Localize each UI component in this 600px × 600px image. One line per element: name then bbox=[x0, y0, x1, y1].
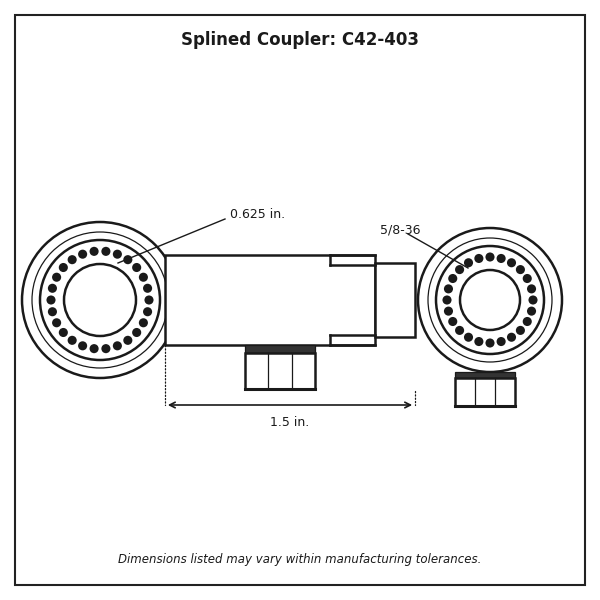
Text: Splined Coupler: C42-403: Splined Coupler: C42-403 bbox=[181, 31, 419, 49]
Circle shape bbox=[464, 332, 473, 342]
Bar bbox=[165, 255, 375, 345]
Circle shape bbox=[507, 258, 516, 268]
Circle shape bbox=[132, 328, 141, 337]
Circle shape bbox=[507, 332, 516, 342]
Circle shape bbox=[523, 274, 532, 283]
Circle shape bbox=[48, 284, 57, 293]
Circle shape bbox=[475, 337, 484, 346]
Circle shape bbox=[455, 265, 464, 274]
Bar bbox=[375, 263, 415, 337]
Circle shape bbox=[527, 284, 536, 293]
Circle shape bbox=[516, 326, 525, 335]
Text: Dimensions listed may vary within manufacturing tolerances.: Dimensions listed may vary within manufa… bbox=[118, 553, 482, 566]
Circle shape bbox=[59, 263, 68, 272]
Circle shape bbox=[485, 338, 494, 347]
Circle shape bbox=[113, 250, 122, 259]
Circle shape bbox=[455, 326, 464, 335]
Circle shape bbox=[48, 307, 57, 316]
Circle shape bbox=[143, 284, 152, 293]
Circle shape bbox=[52, 272, 61, 282]
Text: 5/8-36: 5/8-36 bbox=[380, 223, 421, 236]
Circle shape bbox=[497, 254, 506, 263]
Circle shape bbox=[46, 295, 56, 305]
Circle shape bbox=[497, 337, 506, 346]
Circle shape bbox=[516, 265, 525, 274]
Circle shape bbox=[523, 317, 532, 326]
Bar bbox=[245, 345, 315, 353]
Circle shape bbox=[132, 263, 141, 272]
Bar bbox=[455, 378, 515, 406]
Bar bbox=[245, 353, 315, 389]
Circle shape bbox=[145, 295, 154, 305]
Circle shape bbox=[101, 344, 110, 353]
Circle shape bbox=[78, 341, 87, 350]
Circle shape bbox=[442, 295, 452, 305]
Circle shape bbox=[464, 258, 473, 268]
Circle shape bbox=[143, 307, 152, 316]
Circle shape bbox=[448, 317, 457, 326]
Circle shape bbox=[444, 284, 453, 293]
Circle shape bbox=[448, 274, 457, 283]
Circle shape bbox=[89, 247, 98, 256]
Circle shape bbox=[123, 255, 133, 264]
Circle shape bbox=[475, 254, 484, 263]
Text: 1.5 in.: 1.5 in. bbox=[271, 416, 310, 430]
Circle shape bbox=[529, 295, 538, 305]
Circle shape bbox=[52, 318, 61, 328]
Circle shape bbox=[139, 318, 148, 328]
Circle shape bbox=[527, 307, 536, 316]
Circle shape bbox=[89, 344, 98, 353]
Circle shape bbox=[123, 336, 133, 345]
Circle shape bbox=[444, 307, 453, 316]
Circle shape bbox=[113, 341, 122, 350]
Circle shape bbox=[68, 336, 77, 345]
Bar bbox=[455, 372, 515, 378]
Circle shape bbox=[485, 253, 494, 262]
Circle shape bbox=[139, 272, 148, 282]
Circle shape bbox=[101, 247, 110, 256]
Circle shape bbox=[78, 250, 87, 259]
Circle shape bbox=[59, 328, 68, 337]
Text: 0.625 in.: 0.625 in. bbox=[230, 208, 285, 221]
Circle shape bbox=[68, 255, 77, 264]
